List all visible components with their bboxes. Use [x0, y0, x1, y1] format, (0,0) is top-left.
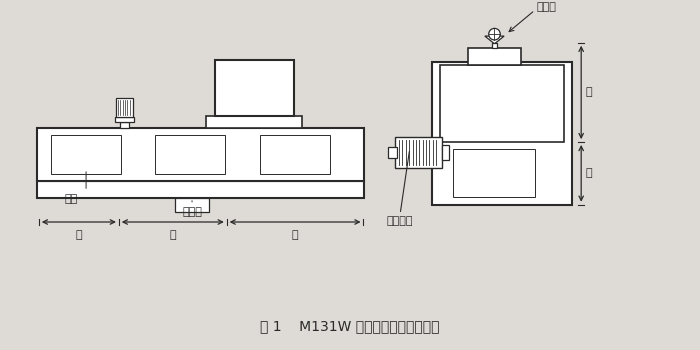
Bar	[37, 128, 365, 181]
Bar	[120, 122, 130, 128]
Bar	[175, 198, 209, 212]
Bar	[155, 135, 225, 174]
Polygon shape	[485, 36, 504, 44]
Bar	[453, 149, 535, 197]
Bar	[395, 137, 442, 168]
Circle shape	[489, 28, 500, 40]
Bar	[116, 98, 133, 117]
Text: 中: 中	[169, 230, 176, 240]
Bar	[432, 62, 571, 205]
Text: 油池: 油池	[64, 194, 77, 204]
Text: 右: 右	[292, 230, 298, 240]
Text: 油泵装置: 油泵装置	[387, 216, 413, 226]
Text: 上: 上	[586, 88, 593, 97]
Bar	[468, 48, 522, 65]
Bar	[115, 117, 134, 122]
Bar	[37, 181, 365, 198]
Bar	[440, 65, 564, 142]
Bar	[260, 135, 330, 174]
Text: 油压箱: 油压箱	[537, 2, 556, 12]
Bar	[388, 147, 397, 159]
Text: 图 1    M131W 万能外圆磨床热源分布: 图 1 M131W 万能外圆磨床热源分布	[260, 319, 440, 333]
Bar	[442, 145, 449, 160]
Text: 下: 下	[586, 168, 593, 178]
Bar	[491, 43, 498, 48]
Bar	[51, 135, 120, 174]
Text: 左: 左	[76, 230, 82, 240]
Bar	[215, 60, 294, 116]
Bar	[206, 116, 302, 128]
Text: 操纵箱: 操纵箱	[182, 206, 202, 217]
